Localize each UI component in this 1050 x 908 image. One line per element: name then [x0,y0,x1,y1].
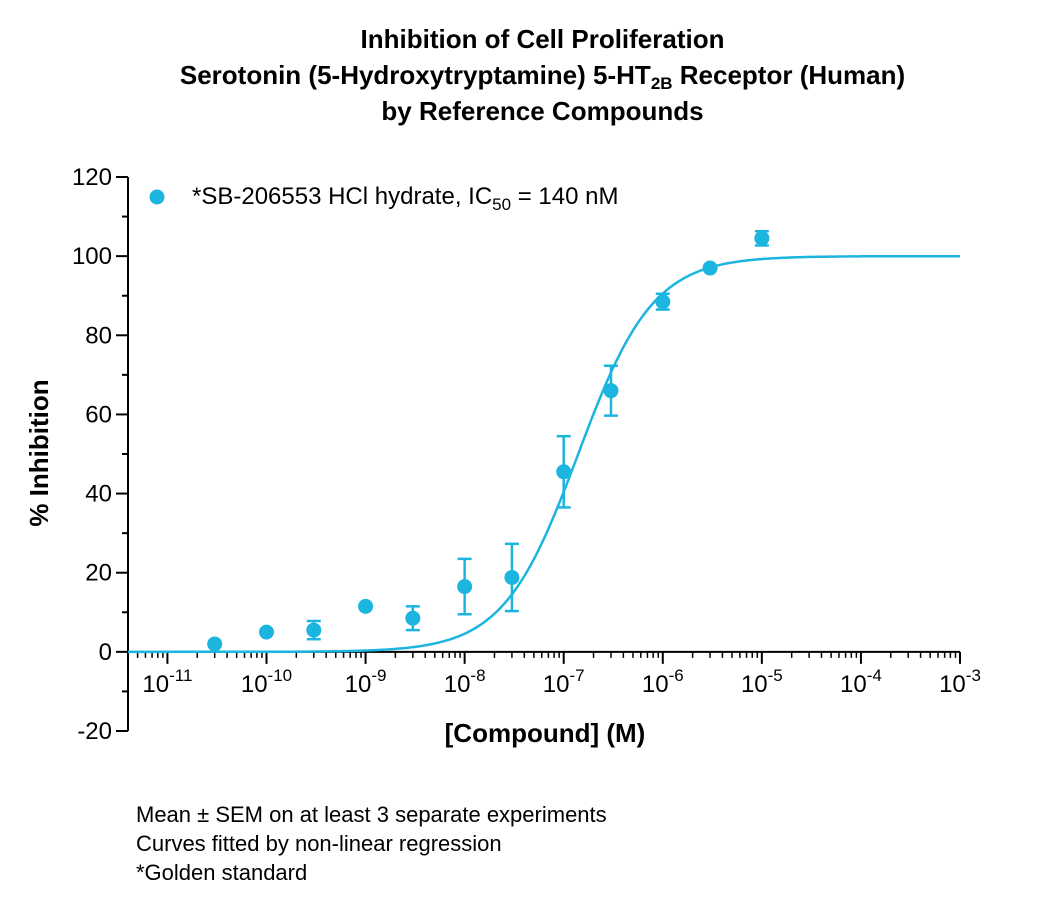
y-tick-label: 100 [72,243,112,270]
data-point [358,598,374,614]
y-tick-label: -20 [77,718,112,745]
chart-title-line2: Serotonin (5-Hydroxytryptamine) 5-HT2B R… [0,57,1050,93]
x-tick-label: 10-7 [543,666,585,698]
y-axis-label: % Inhibition [24,379,54,526]
footnote-1: Mean ± SEM on at least 3 separate experi… [136,802,607,827]
y-tick-label: 80 [85,322,112,349]
y-tick-label: 20 [85,560,112,587]
data-point [457,579,473,595]
x-tick-label: 10-11 [142,666,192,698]
x-tick-label: 10-5 [741,666,783,698]
title-receptor: Serotonin (5-Hydroxytryptamine) 5-HT [179,60,651,90]
footnote-2: Curves fitted by non-linear regression [136,831,502,856]
data-point [556,464,572,480]
footnote-3: *Golden standard [136,860,308,885]
chart-title-line1: Inhibition of Cell Proliferation [360,24,725,54]
data-point [306,622,322,638]
data-point [207,636,223,652]
x-tick-label: 10-3 [939,666,981,698]
x-tick-label: 10-6 [642,666,684,698]
data-point [504,569,520,585]
data-point [405,610,421,626]
plot-marks [128,229,960,654]
y-tick-label: 60 [85,401,112,428]
x-axis-label: [Compound] (M) [445,718,646,748]
fit-curve [128,254,960,654]
legend-marker [149,189,165,205]
x-tick-label: 10-4 [840,666,882,698]
x-tick-label: 10-9 [345,666,387,698]
legend-label: *SB-206553 HCl hydrate, IC50 = 140 nM [192,183,618,214]
data-point [655,294,671,310]
data-point [702,260,718,276]
data-point [258,624,274,640]
dose-response-chart: -20 0 20 40 60 80 100 120 10-11 10-10 10-9 10-8 10-7… [24,164,981,748]
axes: -20 0 20 40 60 80 100 120 10-11 10-10 10-9 10-8 10-7… [72,164,981,745]
title-receptor-suffix: Receptor (Human) [672,60,906,90]
chart-title-line3: by Reference Compounds [381,96,704,126]
data-point [754,230,770,246]
x-tick-label: 10-8 [444,666,486,698]
y-tick-label: 0 [99,639,112,666]
y-tick-label: 40 [85,481,112,508]
legend: *SB-206553 HCl hydrate, IC50 = 140 nM [149,183,618,214]
title-receptor-subscript: 2B [650,74,673,93]
y-tick-label: 120 [72,164,112,191]
data-point [603,383,619,399]
x-tick-label: 10-10 [241,666,292,698]
footnotes: Mean ± SEM on at least 3 separate experi… [136,800,607,887]
